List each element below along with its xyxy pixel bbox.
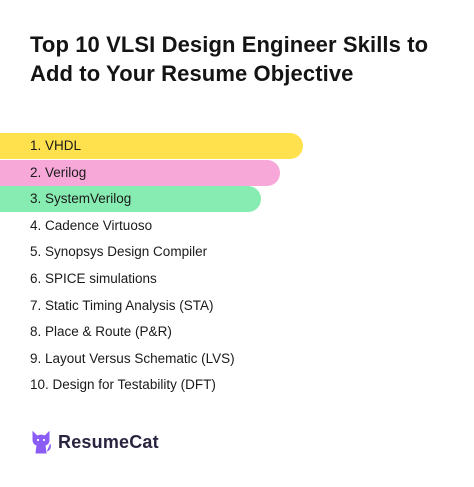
skill-label: 1. VHDL	[30, 138, 82, 153]
skill-label: 5. Synopsys Design Compiler	[30, 244, 208, 260]
skill-item-7: 7. Static Timing Analysis (STA)	[0, 293, 474, 320]
skill-label: 3. SystemVerilog	[30, 191, 132, 207]
skill-list: 1. VHDL 2. Verilog 3. SystemVerilog 4. C…	[0, 133, 474, 399]
skill-item-1: 1. VHDL	[0, 133, 474, 160]
skill-label: 6. SPICE simulations	[30, 270, 157, 286]
skill-item-4: 4. Cadence Virtuoso	[0, 213, 474, 240]
highlight-bar	[0, 159, 280, 186]
highlight-bar	[0, 133, 304, 159]
brand-logo: ResumeCat	[30, 428, 159, 456]
page-title: Top 10 VLSI Design Engineer Skills to Ad…	[30, 32, 429, 86]
brand-name: ResumeCat	[58, 431, 159, 452]
skill-item-9: 9. Layout Versus Schematic (LVS)	[0, 346, 474, 373]
skill-item-8: 8. Place & Route (P&R)	[0, 319, 474, 346]
skill-item-5: 5. Synopsys Design Compiler	[0, 239, 474, 266]
highlight-bar	[0, 186, 261, 213]
skill-label: 9. Layout Versus Schematic (LVS)	[30, 350, 235, 366]
skill-label: 7. Static Timing Analysis (STA)	[30, 297, 214, 313]
cat-logo-icon	[32, 430, 51, 454]
skill-item-6: 6. SPICE simulations	[0, 266, 474, 293]
skill-item-10: 10. Design for Testability (DFT)	[0, 372, 474, 399]
skill-label: 10. Design for Testability (DFT)	[30, 377, 216, 393]
skill-label: 2. Verilog	[30, 164, 87, 180]
skill-item-3: 3. SystemVerilog	[0, 186, 474, 213]
skill-item-2: 2. Verilog	[0, 159, 474, 187]
skill-label: 4. Cadence Virtuoso	[30, 217, 153, 233]
skill-label: 8. Place & Route (P&R)	[30, 324, 172, 340]
